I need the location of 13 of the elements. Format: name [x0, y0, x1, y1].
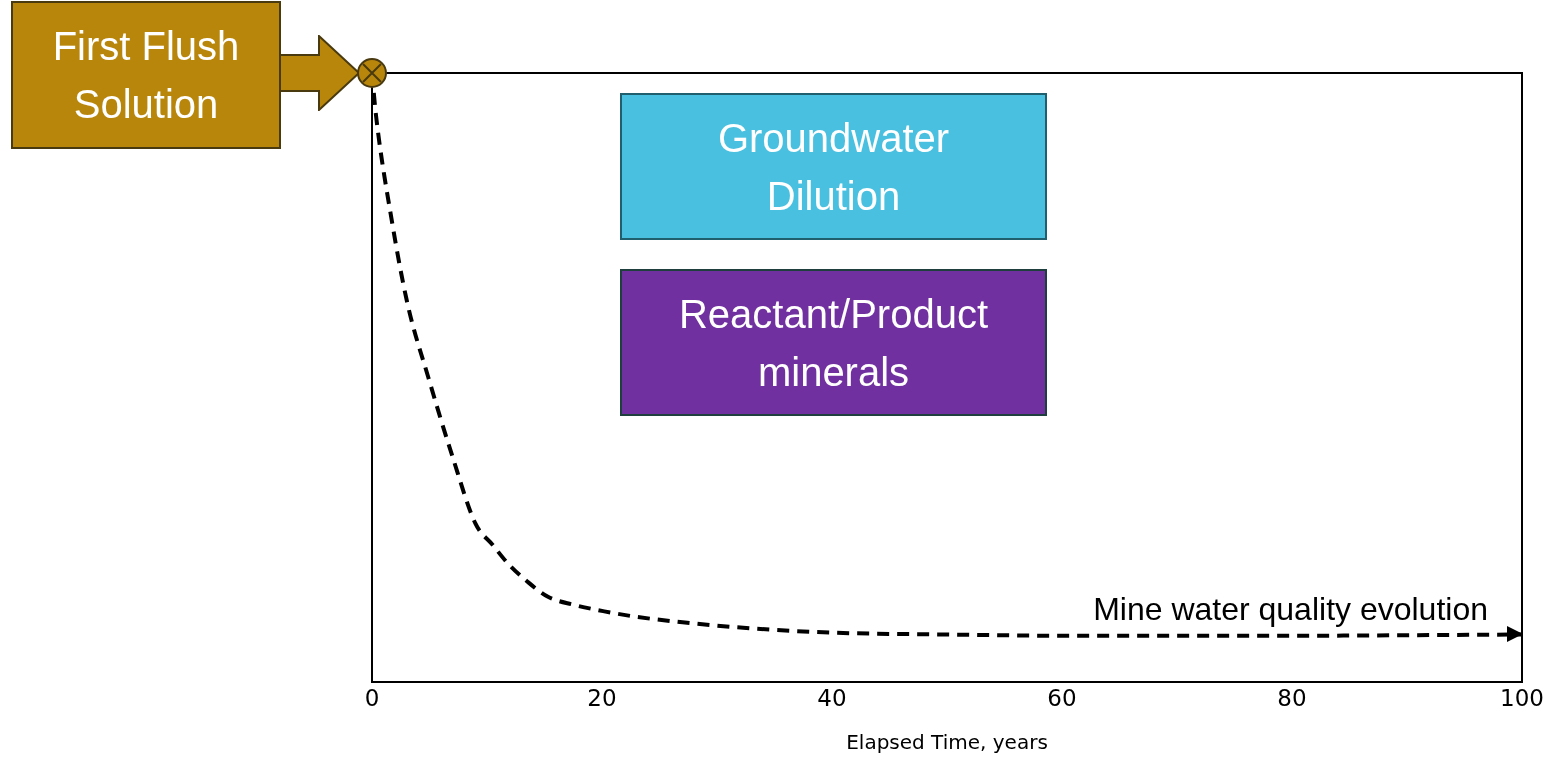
text-box: Groundwater Dilution: [620, 93, 1047, 240]
x-axis-title: Elapsed Time, years: [846, 730, 1048, 755]
x-tick-label: 20: [587, 684, 617, 711]
x-tick-label: 100: [1500, 684, 1544, 711]
text-box: Reactant/Product minerals: [620, 269, 1047, 416]
x-tick-label: 0: [364, 684, 380, 711]
x-tick-label: 60: [1047, 684, 1077, 711]
annotation: Groundwater Dilution: [716, 114, 951, 220]
x-tick-label: 80: [1277, 684, 1307, 711]
series-label: Mine water quality evolution: [1093, 591, 1488, 628]
annotation: Reactant/Product minerals: [677, 290, 990, 396]
text-box: First Flush Solution: [11, 1, 281, 149]
x-tick-label: 40: [817, 684, 847, 711]
